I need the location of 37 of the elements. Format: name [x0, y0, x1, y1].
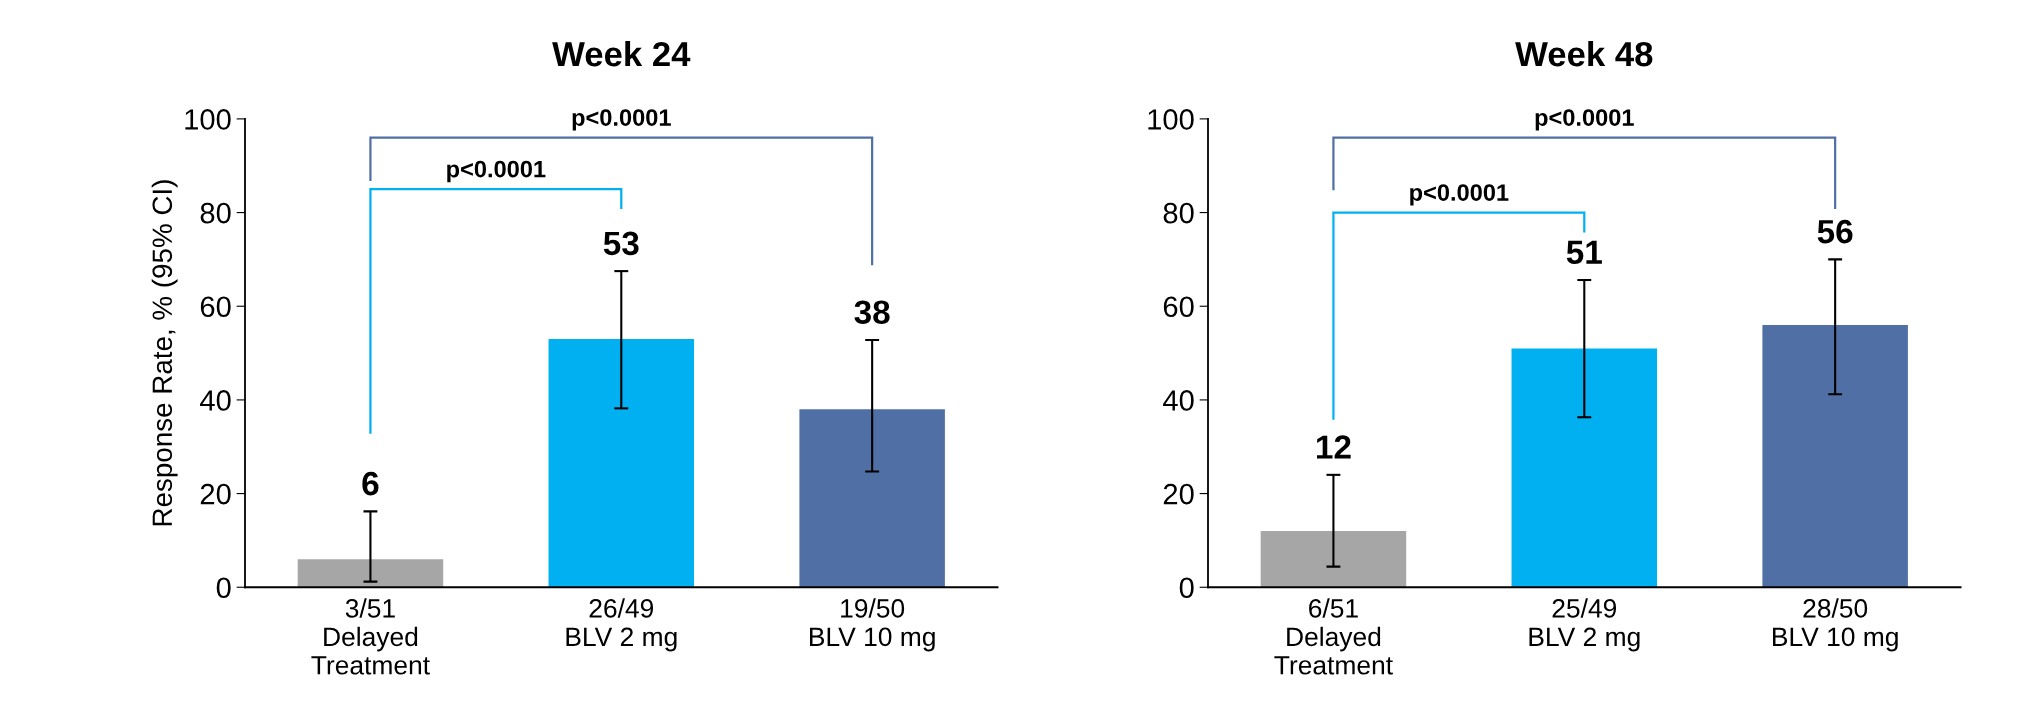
y-tick-label: 60	[1163, 296, 1194, 318]
bar	[297, 559, 444, 588]
y-tick-label: 40	[1163, 390, 1194, 411]
bar	[799, 409, 945, 588]
y-tick-label: 0	[216, 577, 231, 599]
bar	[1762, 324, 1908, 588]
annotation: p<0.0001	[572, 109, 671, 131]
x-tick-label: 3/51 Delayed Treatment	[311, 598, 430, 675]
chart-title: Week 48	[1515, 40, 1653, 67]
y-tick-label: 40	[200, 390, 231, 411]
data-label: 12	[1316, 435, 1351, 459]
annotation: p<0.0001	[1410, 184, 1509, 206]
x-tick-label: 25/49 BLV 2 mg	[1529, 598, 1640, 652]
x-tick-label: 28/50 BLV 10 mg	[1773, 598, 1898, 652]
y-tick-label: 20	[1163, 483, 1194, 505]
data-label: 51	[1566, 240, 1602, 265]
y-tick-label: 0	[1179, 577, 1194, 599]
bar	[548, 339, 695, 588]
data-label: 38	[854, 300, 890, 325]
x-tick-label: 19/50 BLV 10 mg	[810, 598, 935, 652]
bar	[1511, 348, 1658, 588]
x-tick-label: 6/51 Delayed Treatment	[1274, 598, 1393, 675]
bar	[1260, 531, 1407, 588]
data-label: 6	[362, 471, 379, 496]
y-tick-label: 80	[1163, 202, 1194, 224]
chart-title: Week 24	[552, 40, 691, 67]
x-tick-label: 26/49 BLV 2 mg	[566, 598, 677, 652]
data-label: 56	[1817, 219, 1853, 244]
y-tick-label: 100	[1148, 109, 1194, 130]
y-tick-label: 100	[185, 109, 231, 130]
y-tick-label: 20	[200, 483, 231, 505]
y-axis-title: Response Rate, % (95% CI)	[151, 180, 178, 526]
y-tick-label: 80	[200, 202, 231, 224]
annotation: p<0.0001	[1535, 109, 1634, 131]
annotation: p<0.0001	[447, 160, 546, 183]
y-tick-label: 60	[200, 296, 231, 318]
data-label: 53	[603, 231, 639, 256]
